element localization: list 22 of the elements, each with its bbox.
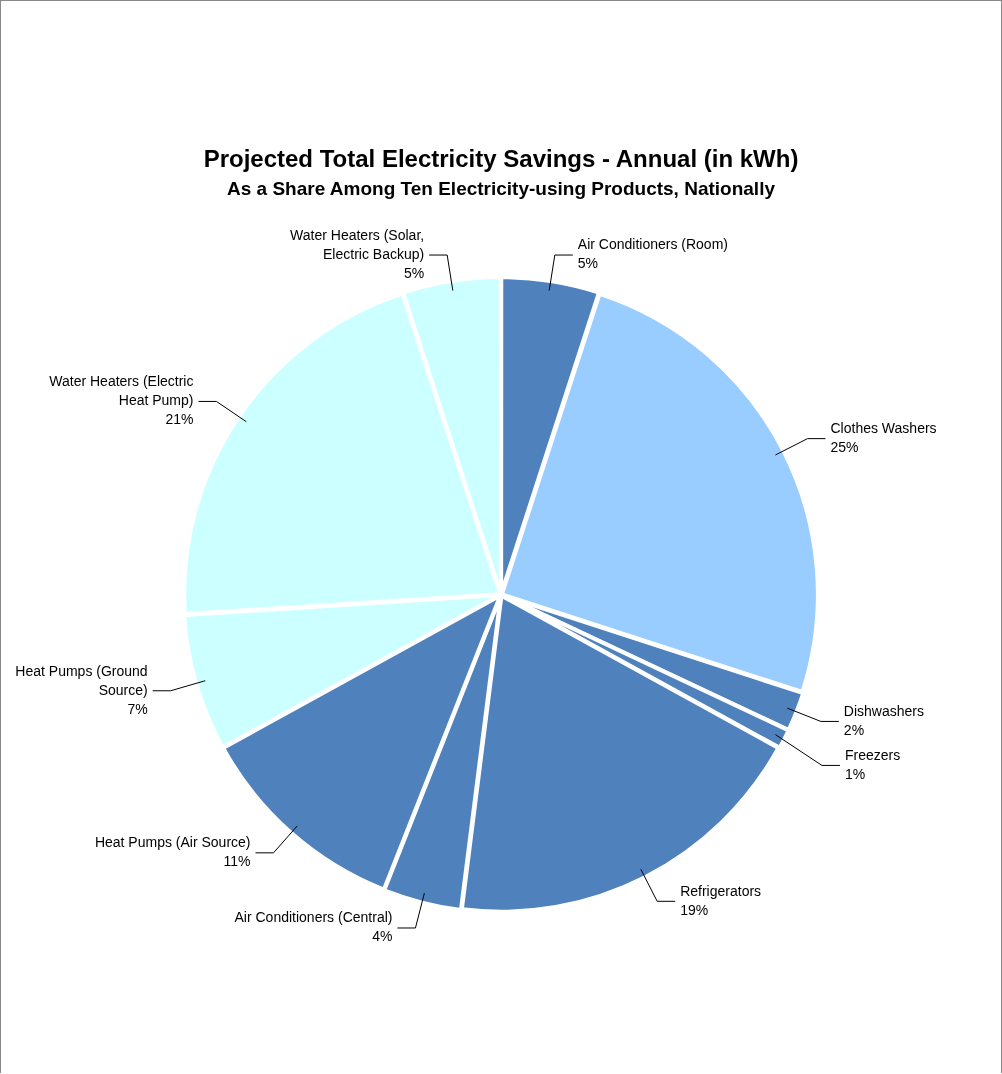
slice-label: Air Conditioners (Room) — [577, 236, 728, 253]
data-label: 7% — [127, 700, 148, 717]
chart-subtitle: As a Share Among Ten Electricity-using Products, Nationally — [227, 178, 776, 200]
slice-label: Air Conditioners (Central) — [234, 909, 393, 926]
slice-label: Refrigerators — [680, 882, 762, 899]
data-label: 25% — [830, 438, 859, 455]
chart-title: Projected Total Electricity Savings - Annual (in kWh) — [203, 145, 799, 173]
data-label: 5% — [577, 255, 599, 272]
data-label: 1% — [844, 765, 866, 782]
slice-label: Heat Pumps (Air Source) — [94, 834, 251, 851]
data-label: 2% — [843, 721, 865, 738]
slice-label: Dishwashers — [843, 702, 924, 719]
slice-label: Heat Pumps (Ground Source) — [15, 662, 148, 698]
data-label: 19% — [680, 901, 709, 918]
data-label: 11% — [223, 853, 251, 870]
data-label: 21% — [165, 411, 194, 428]
slice-label: Clothes Washers — [830, 419, 937, 436]
data-label: 4% — [372, 928, 393, 945]
slice-label: Freezers — [844, 746, 901, 763]
data-label: 5% — [403, 264, 425, 281]
slice-label: Water Heaters (Electric Heat Pump) — [49, 373, 194, 409]
slice-label: Water Heaters (Solar, Electric Backup) — [290, 226, 425, 262]
